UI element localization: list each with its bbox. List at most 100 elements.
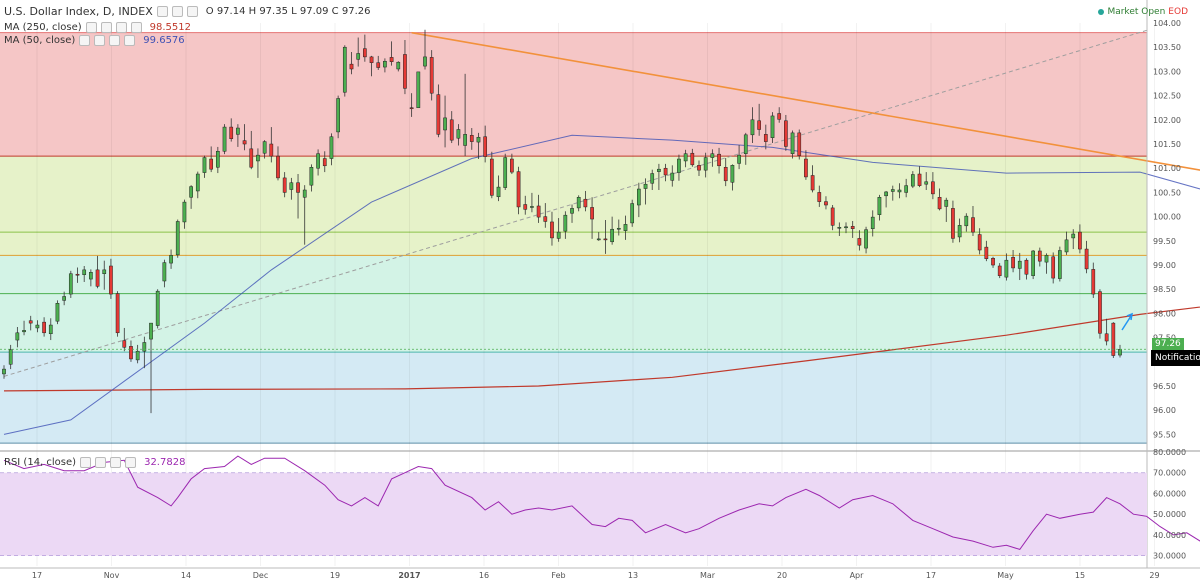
candle — [964, 213, 969, 232]
close-icon[interactable] — [110, 457, 122, 468]
eye-icon[interactable] — [85, 22, 97, 33]
time-tick-label: 19 — [330, 571, 340, 580]
ma250-line — [3, 306, 1200, 392]
candle-body — [469, 135, 474, 142]
candle-body — [55, 303, 60, 322]
candle — [657, 163, 661, 190]
close-icon[interactable] — [109, 35, 121, 46]
candle — [910, 171, 915, 189]
price-tick-label: 96.00 — [1153, 406, 1176, 415]
time-tick-label: 20 — [777, 571, 787, 580]
candle-body — [610, 228, 614, 243]
settings-icon[interactable] — [95, 457, 107, 468]
candle — [730, 164, 735, 191]
candle — [48, 318, 53, 341]
rsi-legend[interactable]: RSI (14, close) 32.7828 — [4, 457, 185, 468]
candle-body — [957, 225, 962, 238]
candle — [790, 130, 795, 159]
candle — [215, 146, 220, 174]
candle — [563, 211, 568, 239]
candle — [951, 200, 955, 243]
candle — [15, 326, 20, 348]
time-tick-label: May — [997, 571, 1014, 580]
ma50-legend[interactable]: MA (50, close) 99.6576 — [4, 35, 185, 46]
candle — [416, 71, 421, 108]
more-icon[interactable] — [125, 457, 137, 468]
candle — [777, 107, 782, 123]
candle — [637, 182, 641, 218]
candle-body — [242, 140, 247, 145]
candle — [75, 267, 80, 283]
candle — [55, 300, 60, 325]
time-tick-label: Nov — [104, 571, 120, 580]
rsi-band — [0, 472, 1147, 556]
candle-body — [8, 349, 13, 365]
candle-body — [289, 182, 294, 190]
settings-icon[interactable] — [94, 35, 106, 46]
candle-body — [784, 120, 788, 147]
candle-body — [389, 57, 394, 62]
candle — [917, 166, 922, 188]
candle-body — [363, 48, 367, 58]
candle-body — [630, 203, 635, 224]
candle-body — [810, 175, 815, 191]
candle-body — [122, 340, 127, 348]
settings-icon[interactable] — [100, 22, 112, 33]
candle-body — [149, 322, 153, 340]
candle — [516, 166, 521, 215]
candle — [677, 154, 681, 181]
more-icon[interactable] — [124, 35, 136, 46]
notifications-button[interactable]: Notifications — [1151, 350, 1200, 366]
candle-body — [757, 120, 761, 130]
candle-body — [1091, 269, 1096, 295]
eye-icon[interactable] — [80, 457, 92, 468]
settings-icon[interactable] — [171, 6, 183, 17]
candle-body — [964, 215, 969, 227]
time-tick-label: 17 — [926, 571, 936, 580]
candle-body — [1004, 259, 1009, 278]
close-icon[interactable] — [115, 22, 127, 33]
candle — [1091, 262, 1096, 298]
eye-icon[interactable] — [79, 35, 91, 46]
candle — [169, 249, 173, 269]
candle-body — [516, 171, 521, 208]
candle — [289, 177, 294, 200]
candle — [383, 58, 387, 73]
candle-body — [282, 177, 287, 193]
candle-body — [603, 238, 608, 241]
close-icon[interactable] — [186, 6, 198, 17]
candle — [389, 41, 394, 66]
candle-body — [997, 265, 1002, 276]
candle — [670, 165, 675, 187]
candle — [155, 289, 160, 329]
candle-body — [403, 54, 407, 89]
candle — [1071, 229, 1076, 250]
price-tick-label: 101.50 — [1153, 140, 1181, 149]
rsi-label: RSI (14, close) — [4, 457, 77, 468]
candle-body — [890, 189, 895, 192]
candle — [817, 185, 822, 207]
candle-body — [202, 157, 207, 173]
candle — [256, 148, 260, 178]
candle — [997, 263, 1002, 279]
ma250-legend[interactable]: MA (250, close) 98.5512 — [4, 22, 191, 33]
time-tick-label: Dec — [253, 571, 268, 580]
market-status[interactable]: Market Open EOD — [1098, 7, 1188, 17]
candle-body — [536, 205, 541, 218]
candle-body — [129, 346, 133, 360]
candle — [175, 219, 180, 258]
zone-red — [0, 32, 1147, 157]
candle-body — [877, 197, 882, 215]
eye-icon[interactable] — [156, 6, 168, 17]
candle — [924, 172, 929, 190]
candle — [129, 340, 133, 362]
price-tick-label: 103.50 — [1153, 43, 1181, 52]
price-tick-label: 99.00 — [1153, 261, 1176, 270]
candle — [944, 197, 949, 222]
candle-body — [483, 136, 487, 157]
candle — [109, 258, 113, 299]
symbol-title[interactable]: U.S. Dollar Index, D, INDEX — [4, 5, 153, 18]
more-icon[interactable] — [130, 22, 142, 33]
